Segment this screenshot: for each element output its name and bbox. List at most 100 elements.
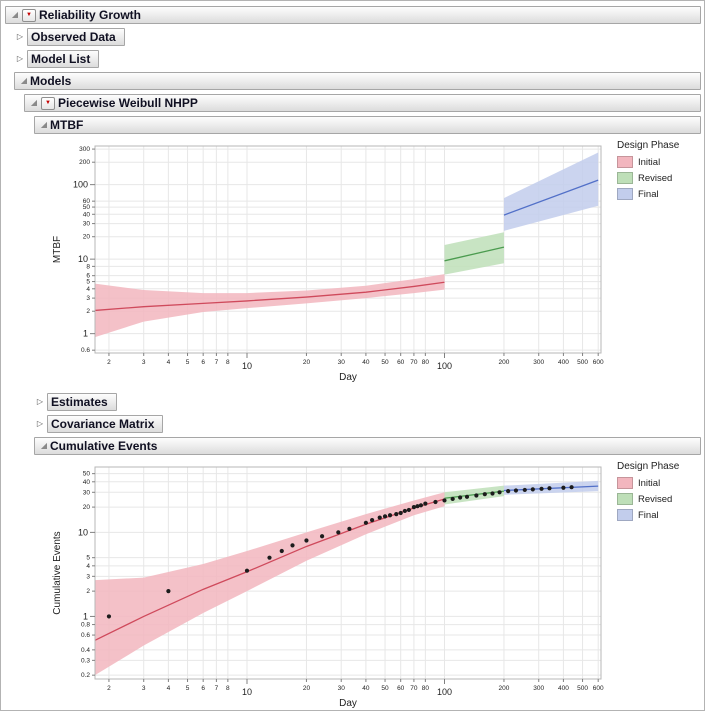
legend-title: Design Phase — [617, 461, 680, 472]
section-header-model-list[interactable]: Model List — [27, 50, 100, 68]
svg-text:4: 4 — [86, 286, 90, 293]
svg-text:4: 4 — [167, 685, 171, 692]
svg-text:100: 100 — [437, 361, 452, 371]
mtbf-plot[interactable]: 2 3 4 5 6 7 8 10 20 30 40 50 60 70 80 100 200 300 400 500 60… — [49, 138, 609, 383]
svg-text:2: 2 — [107, 359, 111, 366]
svg-text:MTBF: MTBF — [52, 236, 63, 263]
svg-text:8: 8 — [226, 685, 230, 692]
svg-text:Cumulative Events: Cumulative Events — [52, 531, 63, 614]
svg-text:30: 30 — [83, 489, 91, 496]
svg-text:0.8: 0.8 — [81, 622, 90, 629]
estimates-row: ▷ Estimates — [34, 393, 704, 411]
disclosure-open-icon[interactable]: ◢ — [11, 10, 19, 19]
disclosure-closed-icon[interactable]: ▷ — [16, 32, 24, 41]
svg-text:2: 2 — [86, 588, 90, 595]
red-triangle-glyph: ▼ — [26, 12, 32, 18]
disclosure-open-icon[interactable]: ◢ — [40, 441, 48, 450]
svg-text:30: 30 — [338, 359, 346, 366]
disclosure-closed-icon[interactable]: ▷ — [16, 54, 24, 63]
legend-item-initial[interactable]: Initial — [617, 156, 703, 168]
legend-swatch-revised[interactable] — [617, 172, 633, 184]
section-header-observed-data[interactable]: Observed Data — [27, 28, 125, 46]
cumulative-events-plot[interactable]: 2 3 4 5 6 7 8 10 20 30 40 50 60 70 80 100 200 300 400 500 60… — [49, 459, 609, 709]
svg-text:0.2: 0.2 — [81, 672, 90, 679]
svg-text:400: 400 — [558, 359, 569, 366]
red-triangle-menu-icon[interactable]: ▼ — [22, 8, 36, 22]
disclosure-closed-icon[interactable]: ▷ — [36, 419, 44, 428]
section-header-piecewise-weibull-nhpp[interactable]: ◢ ▼ Piecewise Weibull NHPP — [24, 94, 701, 112]
svg-text:100: 100 — [437, 687, 452, 697]
svg-text:70: 70 — [410, 685, 418, 692]
reliability-growth-row: ◢ ▼ Reliability Growth — [5, 6, 704, 24]
svg-text:Day: Day — [339, 698, 357, 709]
svg-text:10: 10 — [78, 254, 88, 264]
svg-text:40: 40 — [362, 359, 370, 366]
legend-label-final: Final — [638, 188, 659, 200]
model-list-row: ▷ Model List — [14, 50, 704, 68]
svg-text:50: 50 — [381, 359, 389, 366]
section-title-reliability-growth: Reliability Growth — [39, 8, 142, 22]
svg-text:20: 20 — [303, 685, 311, 692]
observed-data-row: ▷ Observed Data — [14, 28, 704, 46]
disclosure-closed-icon[interactable]: ▷ — [36, 397, 44, 406]
section-header-mtbf[interactable]: ◢ MTBF — [34, 116, 701, 134]
red-triangle-menu-icon[interactable]: ▼ — [41, 96, 55, 110]
svg-text:6: 6 — [86, 273, 90, 280]
section-header-covariance-matrix[interactable]: Covariance Matrix — [47, 415, 164, 433]
svg-text:50: 50 — [83, 204, 91, 211]
legend-swatch-initial[interactable] — [617, 477, 633, 489]
svg-text:70: 70 — [410, 359, 418, 366]
disclosure-open-icon[interactable]: ◢ — [20, 76, 28, 85]
piecewise-row: ◢ ▼ Piecewise Weibull NHPP — [24, 94, 704, 112]
svg-text:8: 8 — [226, 359, 230, 366]
section-title-mtbf: MTBF — [50, 118, 84, 132]
section-title-covariance-matrix: Covariance Matrix — [51, 417, 155, 431]
legend-title: Design Phase — [617, 140, 680, 151]
svg-text:20: 20 — [83, 234, 91, 241]
svg-text:600: 600 — [593, 685, 604, 692]
svg-text:50: 50 — [83, 471, 91, 478]
svg-text:3: 3 — [142, 359, 146, 366]
legend-item-final[interactable]: Final — [617, 188, 703, 200]
models-row: ◢ Models — [14, 72, 704, 90]
disclosure-open-icon[interactable]: ◢ — [30, 98, 38, 107]
svg-text:3: 3 — [86, 295, 90, 302]
svg-text:0.6: 0.6 — [81, 632, 90, 639]
legend-item-revised[interactable]: Revised — [617, 493, 703, 505]
svg-text:400: 400 — [558, 685, 569, 692]
svg-text:3: 3 — [86, 573, 90, 580]
legend-swatch-revised[interactable] — [617, 493, 633, 505]
svg-text:300: 300 — [79, 146, 90, 153]
section-title-models: Models — [30, 74, 72, 88]
svg-text:300: 300 — [533, 359, 544, 366]
legend-item-revised[interactable]: Revised — [617, 172, 703, 184]
svg-text:60: 60 — [83, 198, 91, 205]
legend-item-initial[interactable]: Initial — [617, 477, 703, 489]
section-title-model-list: Model List — [31, 52, 91, 66]
legend-swatch-final[interactable] — [617, 188, 633, 200]
legend-swatch-initial[interactable] — [617, 156, 633, 168]
svg-text:40: 40 — [83, 479, 91, 486]
svg-text:80: 80 — [422, 359, 430, 366]
section-header-reliability-growth[interactable]: ◢ ▼ Reliability Growth — [5, 6, 701, 24]
svg-text:2: 2 — [107, 685, 111, 692]
svg-text:7: 7 — [215, 359, 219, 366]
svg-text:1: 1 — [83, 611, 88, 621]
mtbf-row: ◢ MTBF — [34, 116, 704, 134]
section-title-piecewise-weibull-nhpp: Piecewise Weibull NHPP — [58, 96, 198, 110]
section-header-cumulative-events[interactable]: ◢ Cumulative Events — [34, 437, 701, 455]
svg-text:60: 60 — [397, 685, 405, 692]
disclosure-open-icon[interactable]: ◢ — [40, 120, 48, 129]
section-header-estimates[interactable]: Estimates — [47, 393, 117, 411]
section-title-cumulative-events: Cumulative Events — [50, 439, 158, 453]
legend-swatch-final[interactable] — [617, 509, 633, 521]
svg-text:50: 50 — [381, 685, 389, 692]
legend-item-final[interactable]: Final — [617, 509, 703, 521]
svg-text:0.4: 0.4 — [81, 647, 90, 654]
svg-text:20: 20 — [303, 359, 311, 366]
svg-text:Day: Day — [339, 372, 357, 383]
section-header-models[interactable]: ◢ Models — [14, 72, 701, 90]
legend-label-initial: Initial — [638, 156, 661, 168]
svg-text:100: 100 — [73, 180, 88, 190]
svg-text:10: 10 — [242, 361, 252, 371]
